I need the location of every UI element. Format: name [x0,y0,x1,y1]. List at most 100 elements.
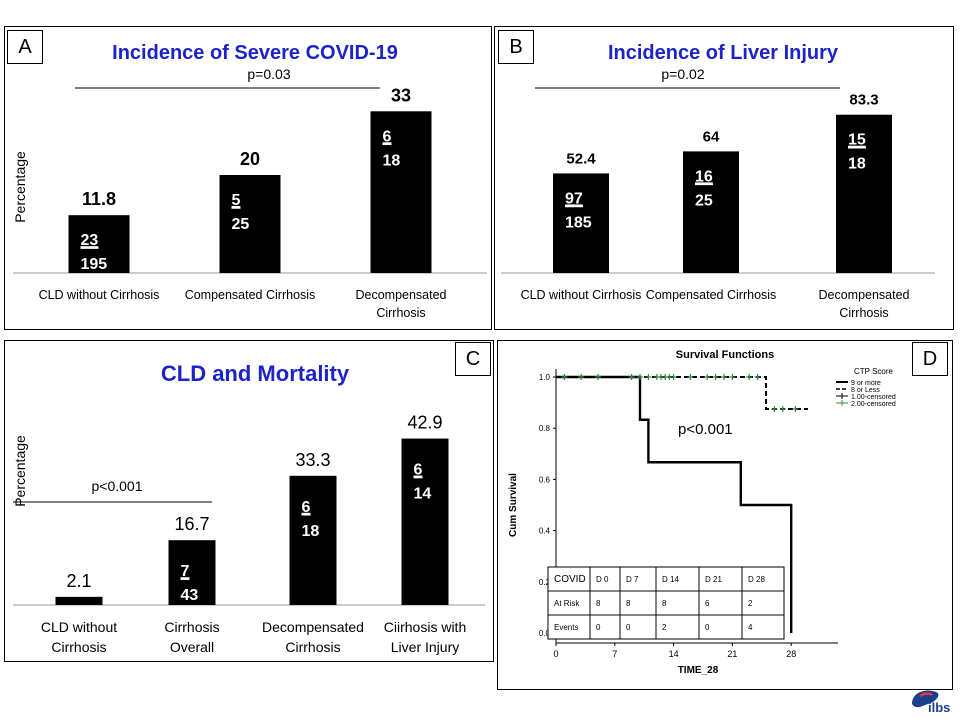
bar-value-label: 11.8 [82,189,116,209]
bar-denominator: 14 [414,486,432,503]
category-label: Cirrhosis [285,639,340,655]
legend-item: 1.00-censored [851,394,896,401]
table-header-cell: D 21 [705,575,722,584]
table-data-cell: 8 [662,599,667,608]
x-tick-label: 14 [669,649,679,659]
bar-value-label: 64 [703,128,720,145]
bar-value-label: 83.3 [849,92,878,109]
table-data-cell: 4 [748,623,753,632]
bar [370,111,432,273]
category-label: Decompensated [355,288,446,302]
panel-a-label: A [7,30,43,64]
category-label: Cirrhosis [839,306,888,320]
bar [219,175,281,273]
bar-value-label: 33.3 [295,450,330,470]
table-data-cell: 2 [662,623,667,632]
bar-denominator: 43 [181,587,199,604]
table-header-cell: D 7 [626,575,639,584]
legend-title: CTP Score [854,367,894,376]
p-value-label: p=0.03 [247,66,290,82]
bar-denominator: 25 [232,216,250,233]
category-label: Decompensated [818,288,909,302]
table-header-cell: COVID [554,574,586,585]
bar-numerator: 23 [81,232,99,249]
category-label: CLD without Cirrhosis [39,288,160,302]
x-tick-label: 28 [786,649,796,659]
survival-title: Survival Functions [676,349,774,361]
bar-numerator: 15 [848,132,866,149]
y-tick-label: 0.2 [539,578,551,587]
x-tick-label: 7 [612,649,617,659]
bar [836,114,892,273]
p-value-label: p<0.001 [678,421,733,438]
bar-value-label: 2.1 [66,571,91,591]
y-axis-label: Percentage [12,435,28,507]
x-axis-label: TIME_28 [678,665,719,676]
bar [289,475,337,605]
category-label: Compensated Cirrhosis [646,288,777,302]
panel-c: CLD and Mortality Percentage p<0.001 2.1 CLD… [4,340,494,662]
panel-b-label: B [498,30,534,64]
y-tick-label: 0.0 [539,629,551,638]
table-cell [741,614,785,640]
bar [401,438,449,605]
category-label: Cirrhosis [164,619,219,635]
chart-c: CLD and Mortality Percentage p<0.001 2.1 CLD… [12,361,485,655]
panel-d: Survival Functions 0.0 0.2 0.4 0.6 0.8 1.0 0 7 14… [497,340,953,690]
y-tick-label: 0.8 [539,424,551,433]
table-data-cell: Events [554,623,578,632]
chart-title: CLD and Mortality [161,361,350,386]
chart-title: Incidence of Severe COVID-19 [112,42,398,64]
y-tick-label: 1.0 [539,373,551,382]
bar [168,540,216,605]
category-label: Cirrhosis [376,306,425,320]
survival-line [556,375,793,633]
table-data-cell: 0 [596,623,601,632]
bar-denominator: 195 [81,256,108,273]
category-label: Ciirhosis with [384,619,466,635]
bar-value-label: 16.7 [174,514,209,534]
survival-line [556,376,808,410]
risk-table [547,566,785,640]
chart-b: Incidence of Liver Injury p=0.02 52.4 97 185… [501,42,935,320]
y-axis-label: Percentage [12,151,28,223]
category-label: CLD without Cirrhosis [521,288,642,302]
y-tick-label: 0.6 [539,475,551,484]
chart-title: Incidence of Liver Injury [608,42,839,64]
table-data-cell: 8 [596,599,601,608]
table-data-cell: 0 [626,623,631,632]
bar [553,173,609,273]
table-header-cell: D 28 [748,575,765,584]
ilbs-logo: ilbs [906,682,958,718]
bar-denominator: 18 [848,156,866,173]
liver-logo-icon [912,690,939,708]
bar-value-label: 52.4 [566,150,596,167]
table-header-cell: D 0 [596,575,609,584]
logo-text: ilbs [928,700,951,715]
category-label: Cirrhosis [51,639,106,655]
x-tick-label: 21 [727,649,737,659]
survival-chart: Survival Functions 0.0 0.2 0.4 0.6 0.8 1.0 0 7 14… [508,349,896,676]
legend-item: 2.00-censored [851,401,896,408]
table-data-cell: 8 [626,599,631,608]
bar [55,596,103,605]
x-tick-label: 0 [553,649,558,659]
p-value-label: p=0.02 [661,66,704,82]
panel-c-label: C [455,342,491,376]
bar-denominator: 25 [695,192,713,209]
bar [683,151,739,273]
bar-numerator: 7 [181,563,190,580]
p-value-label: p<0.001 [92,478,143,494]
bar [68,215,130,273]
bar-numerator: 97 [565,190,583,207]
legend-item: 9 or more [851,380,881,387]
category-label: Liver Injury [391,639,459,655]
table-data-cell: 6 [705,599,710,608]
bar-denominator: 18 [302,523,320,540]
bar-numerator: 6 [383,128,392,145]
bar-denominator: 185 [565,214,592,231]
bar-numerator: 6 [302,499,311,516]
bar-numerator: 6 [414,462,423,479]
panel-b: Incidence of Liver Injury p=0.02 52.4 97 185… [494,26,954,330]
chart-a: Incidence of Severe COVID-19 Percentage p=… [12,42,487,320]
